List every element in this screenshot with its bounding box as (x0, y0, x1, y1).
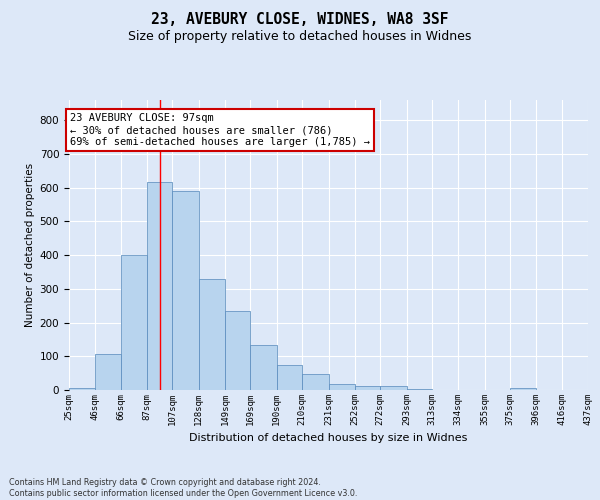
Bar (355, 386, 380, 390)
Text: 23 AVEBURY CLOSE: 97sqm
← 30% of detached houses are smaller (786)
69% of semi-d: 23 AVEBURY CLOSE: 97sqm ← 30% of detache… (70, 114, 370, 146)
Text: 23, AVEBURY CLOSE, WIDNES, WA8 3SF: 23, AVEBURY CLOSE, WIDNES, WA8 3SF (151, 12, 449, 28)
X-axis label: Distribution of detached houses by size in Widnes: Distribution of detached houses by size … (190, 434, 467, 444)
Y-axis label: Number of detached properties: Number of detached properties (25, 163, 35, 327)
Bar (95, 354, 121, 390)
Text: Size of property relative to detached houses in Widnes: Size of property relative to detached ho… (128, 30, 472, 43)
Bar (147, 182, 172, 390)
Bar (510, 388, 536, 390)
Bar (250, 345, 277, 390)
Bar (69, 388, 95, 390)
Bar (380, 386, 407, 390)
Bar (199, 280, 225, 390)
Text: Contains HM Land Registry data © Crown copyright and database right 2024.
Contai: Contains HM Land Registry data © Crown c… (9, 478, 358, 498)
Bar (225, 311, 250, 390)
Bar (302, 374, 329, 390)
Bar (172, 191, 199, 390)
Bar (121, 255, 147, 390)
Bar (329, 384, 355, 390)
Bar (277, 364, 302, 390)
Bar (407, 388, 432, 390)
